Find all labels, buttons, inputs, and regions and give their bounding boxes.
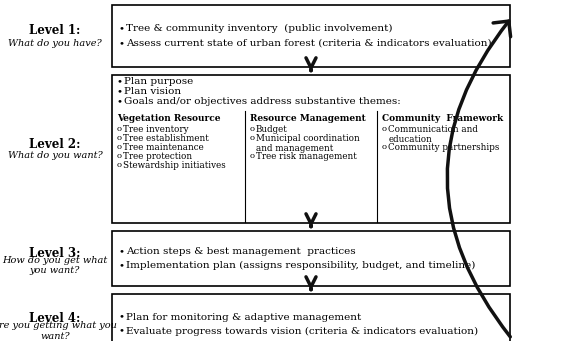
Text: Action steps & best management  practices: Action steps & best management practices <box>126 247 355 256</box>
Text: Level 3:: Level 3: <box>29 247 81 260</box>
Text: Community  Framework: Community Framework <box>383 114 503 123</box>
Text: Budget: Budget <box>256 125 288 134</box>
Text: •: • <box>118 312 124 322</box>
Text: o: o <box>249 152 254 160</box>
Bar <box>112 5 510 67</box>
Text: Plan vision: Plan vision <box>124 88 181 97</box>
Text: •: • <box>118 261 124 270</box>
Text: •: • <box>116 98 122 106</box>
Text: Level 2:: Level 2: <box>29 137 81 150</box>
Text: Municipal coordination
and management: Municipal coordination and management <box>256 134 359 153</box>
Text: What do you have?: What do you have? <box>8 39 102 47</box>
Text: How do you get what
you want?: How do you get what you want? <box>2 256 107 275</box>
Text: o: o <box>116 152 121 160</box>
Text: Level 1:: Level 1: <box>29 25 81 38</box>
Text: Are you getting what you
want?: Are you getting what you want? <box>0 321 118 341</box>
Bar <box>112 294 510 341</box>
Text: o: o <box>249 134 254 142</box>
Text: o: o <box>116 143 121 151</box>
Text: o: o <box>382 143 387 151</box>
Text: •: • <box>118 39 124 48</box>
Text: •: • <box>116 77 122 87</box>
Text: o: o <box>116 125 121 133</box>
Text: •: • <box>116 88 122 97</box>
Text: Vegetation Resource: Vegetation Resource <box>117 114 220 123</box>
Text: Tree establishment: Tree establishment <box>123 134 208 143</box>
Text: Level 4:: Level 4: <box>29 312 81 326</box>
Text: Tree & community inventory  (public involvement): Tree & community inventory (public invol… <box>126 24 393 33</box>
Text: What do you want?: What do you want? <box>7 151 102 161</box>
Text: o: o <box>249 125 254 133</box>
Text: Plan purpose: Plan purpose <box>124 77 193 87</box>
Text: Assess current state of urban forest (criteria & indicators evaluation): Assess current state of urban forest (cr… <box>126 39 492 48</box>
Text: Community partnerships: Community partnerships <box>388 143 499 152</box>
FancyArrowPatch shape <box>447 21 511 337</box>
Text: •: • <box>118 247 124 256</box>
Text: Implementation plan (assigns responsibility, budget, and timeline): Implementation plan (assigns responsibil… <box>126 261 475 270</box>
Text: o: o <box>116 161 121 169</box>
Text: Tree inventory: Tree inventory <box>123 125 189 134</box>
Text: o: o <box>116 134 121 142</box>
Bar <box>112 231 510 286</box>
Text: •: • <box>118 326 124 336</box>
Text: Plan for monitoring & adaptive management: Plan for monitoring & adaptive managemen… <box>126 312 361 322</box>
Text: Goals and/or objectives address substantive themes:: Goals and/or objectives address substant… <box>124 98 401 106</box>
Text: Stewardship initiatives: Stewardship initiatives <box>123 161 226 170</box>
Text: Tree protection: Tree protection <box>123 152 192 161</box>
Text: o: o <box>382 125 387 133</box>
Text: Resource Management: Resource Management <box>250 114 366 123</box>
Bar <box>112 75 510 223</box>
Text: Tree maintenance: Tree maintenance <box>123 143 204 152</box>
Text: Tree risk management: Tree risk management <box>256 152 357 161</box>
Text: Communication and
education: Communication and education <box>388 125 478 144</box>
Text: Evaluate progress towards vision (criteria & indicators evaluation): Evaluate progress towards vision (criter… <box>126 326 478 336</box>
Text: •: • <box>118 24 124 33</box>
